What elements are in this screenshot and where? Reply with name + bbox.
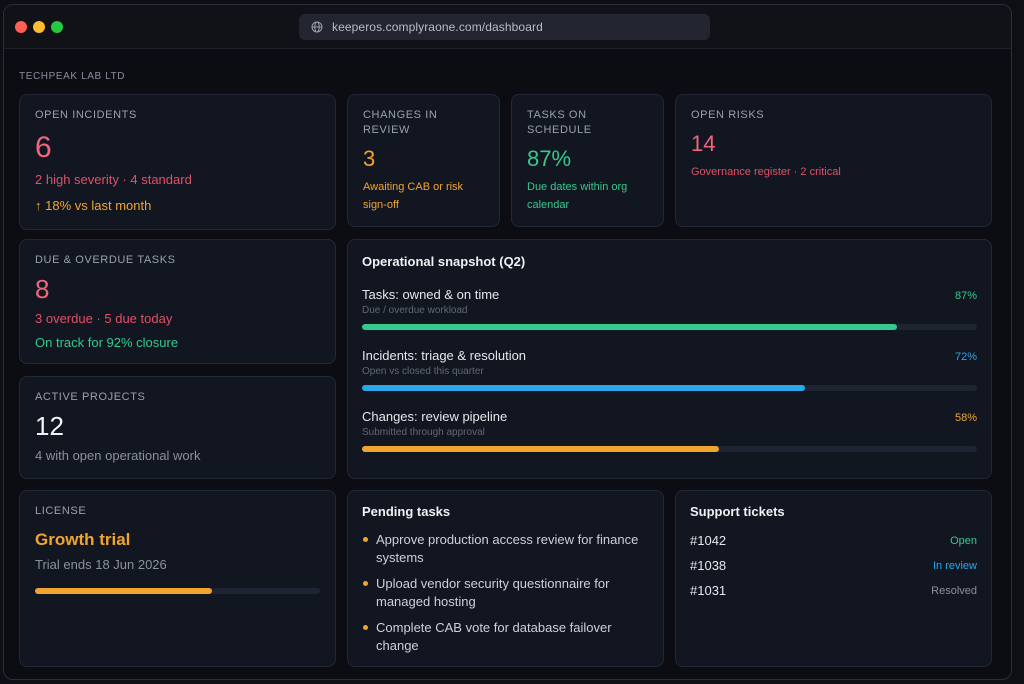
snapshot-row-incidents: Incidents: triage & resolution 72% Open …	[362, 348, 977, 391]
due-overdue-tasks-detail: 3 overdue · 5 due today	[35, 311, 173, 326]
snapshot-row-name: Changes: review pipeline	[362, 409, 508, 424]
ticket-id: #1042	[690, 533, 727, 548]
open-risks-value: 14	[691, 131, 716, 156]
progress-fill	[362, 324, 898, 330]
bullet-icon	[363, 581, 368, 586]
bullet-icon	[363, 537, 368, 542]
ticket-row[interactable]: #1031 Resolved	[690, 578, 977, 603]
snapshot-row-description: Due / overdue workload	[362, 305, 468, 316]
globe-icon	[311, 21, 323, 33]
pending-tasks-list: Approve production access review for fin…	[362, 531, 649, 655]
ticket-status: Open	[950, 534, 977, 547]
ticket-row[interactable]: #1038 In review	[690, 553, 977, 578]
open-risks-card[interactable]: OPEN RISKS 14 Governance register · 2 cr…	[675, 94, 992, 227]
minimize-window-button[interactable]	[33, 21, 45, 33]
snapshot-row-description: Open vs closed this quarter	[362, 366, 484, 377]
card-label: OPEN INCIDENTS	[35, 109, 137, 121]
browser-titlebar: keeperos.complyraone.com/dashboard	[4, 5, 1011, 49]
bullet-icon	[363, 625, 368, 630]
support-tickets-card: Support tickets #1042 Open #1038 In revi…	[675, 490, 992, 667]
maximize-window-button[interactable]	[51, 21, 63, 33]
progress-track	[362, 385, 977, 391]
snapshot-row-tasks: Tasks: owned & on time 87% Due / overdue…	[362, 287, 977, 330]
card-label: ACTIVE PROJECTS	[35, 391, 146, 403]
snapshot-row-percent: 87%	[954, 290, 977, 302]
organization-name: TECHPEAK LAB LTD	[19, 71, 126, 82]
snapshot-row-name: Incidents: triage & resolution	[362, 348, 527, 363]
progress-track	[362, 446, 977, 452]
card-label: TASKS ON SCHEDULE	[527, 109, 592, 136]
pending-task-text: Complete CAB vote for database failover …	[376, 620, 612, 653]
pending-tasks-card: Pending tasks Approve production access …	[347, 490, 664, 667]
close-window-button[interactable]	[15, 21, 27, 33]
tasks-on-schedule-value: 87%	[527, 146, 572, 171]
active-projects-card[interactable]: ACTIVE PROJECTS 12 4 with open operation…	[19, 376, 336, 479]
open-incidents-value: 6	[35, 131, 52, 164]
ticket-row[interactable]: #1042 Open	[690, 528, 977, 553]
card-label: DUE & OVERDUE TASKS	[35, 254, 176, 266]
changes-in-review-value: 3	[363, 146, 376, 171]
card-label: LICENSE	[35, 505, 87, 517]
license-progress-fill	[35, 588, 212, 594]
snapshot-row-percent: 72%	[954, 351, 977, 363]
open-incidents-trend: ↑ 18% vs last month	[35, 198, 152, 213]
pending-task-item[interactable]: Approve production access review for fin…	[362, 531, 649, 567]
support-tickets-list: #1042 Open #1038 In review #1031 Resolve…	[690, 528, 977, 603]
due-overdue-tasks-status: On track for 92% closure	[35, 335, 179, 350]
ticket-id: #1031	[690, 583, 727, 598]
support-tickets-title: Support tickets	[690, 504, 785, 519]
changes-in-review-card[interactable]: CHANGES IN REVIEW 3 Awaiting CAB or risk…	[347, 94, 500, 227]
changes-in-review-detail: Awaiting CAB or risk sign-off	[363, 181, 464, 211]
pending-tasks-title: Pending tasks	[362, 504, 451, 519]
card-label: OPEN RISKS	[691, 109, 765, 121]
tasks-on-schedule-card[interactable]: TASKS ON SCHEDULE 87% Due dates within o…	[511, 94, 664, 227]
address-bar[interactable]: keeperos.complyraone.com/dashboard	[299, 14, 710, 40]
license-plan: Growth trial	[35, 530, 131, 549]
progress-fill	[362, 446, 719, 452]
operational-snapshot-card: Operational snapshot (Q2) Tasks: owned &…	[347, 239, 992, 479]
browser-window: keeperos.complyraone.com/dashboard TECHP…	[3, 4, 1012, 680]
pending-task-item[interactable]: Complete CAB vote for database failover …	[362, 619, 649, 655]
card-label: CHANGES IN REVIEW	[363, 109, 438, 136]
active-projects-value: 12	[35, 411, 64, 441]
snapshot-title: Operational snapshot (Q2)	[362, 254, 526, 269]
snapshot-row-description: Submitted through approval	[362, 427, 485, 438]
due-overdue-tasks-value: 8	[35, 274, 50, 304]
pending-task-text: Upload vendor security questionnaire for…	[376, 576, 610, 609]
open-incidents-detail: 2 high severity · 4 standard	[35, 172, 192, 187]
active-projects-detail: 4 with open operational work	[35, 448, 201, 463]
open-incidents-card[interactable]: OPEN INCIDENTS 6 2 high severity · 4 sta…	[19, 94, 336, 230]
ticket-status: Resolved	[931, 584, 977, 597]
tasks-on-schedule-detail: Due dates within org calendar	[527, 181, 628, 211]
progress-fill	[362, 385, 805, 391]
pending-task-text: Approve production access review for fin…	[376, 532, 639, 565]
pending-task-item[interactable]: Upload vendor security questionnaire for…	[362, 575, 649, 611]
ticket-status: In review	[932, 559, 977, 572]
due-overdue-tasks-card[interactable]: DUE & OVERDUE TASKS 8 3 overdue · 5 due …	[19, 239, 336, 364]
snapshot-row-percent: 58%	[954, 412, 977, 424]
snapshot-row-name: Tasks: owned & on time	[362, 287, 500, 302]
license-detail: Trial ends 18 Jun 2026	[35, 557, 167, 572]
license-progress-track	[35, 588, 320, 594]
progress-track	[362, 324, 977, 330]
open-risks-detail: Governance register · 2 critical	[691, 166, 841, 178]
ticket-id: #1038	[690, 558, 727, 573]
snapshot-row-changes: Changes: review pipeline 58% Submitted t…	[362, 409, 977, 452]
license-card[interactable]: LICENSE Growth trial Trial ends 18 Jun 2…	[19, 490, 336, 667]
url-text: keeperos.complyraone.com/dashboard	[332, 20, 543, 34]
